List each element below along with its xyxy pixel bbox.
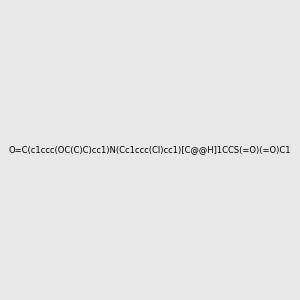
Text: O=C(c1ccc(OC(C)C)cc1)N(Cc1ccc(Cl)cc1)[C@@H]1CCS(=O)(=O)C1: O=C(c1ccc(OC(C)C)cc1)N(Cc1ccc(Cl)cc1)[C@…	[9, 146, 291, 154]
